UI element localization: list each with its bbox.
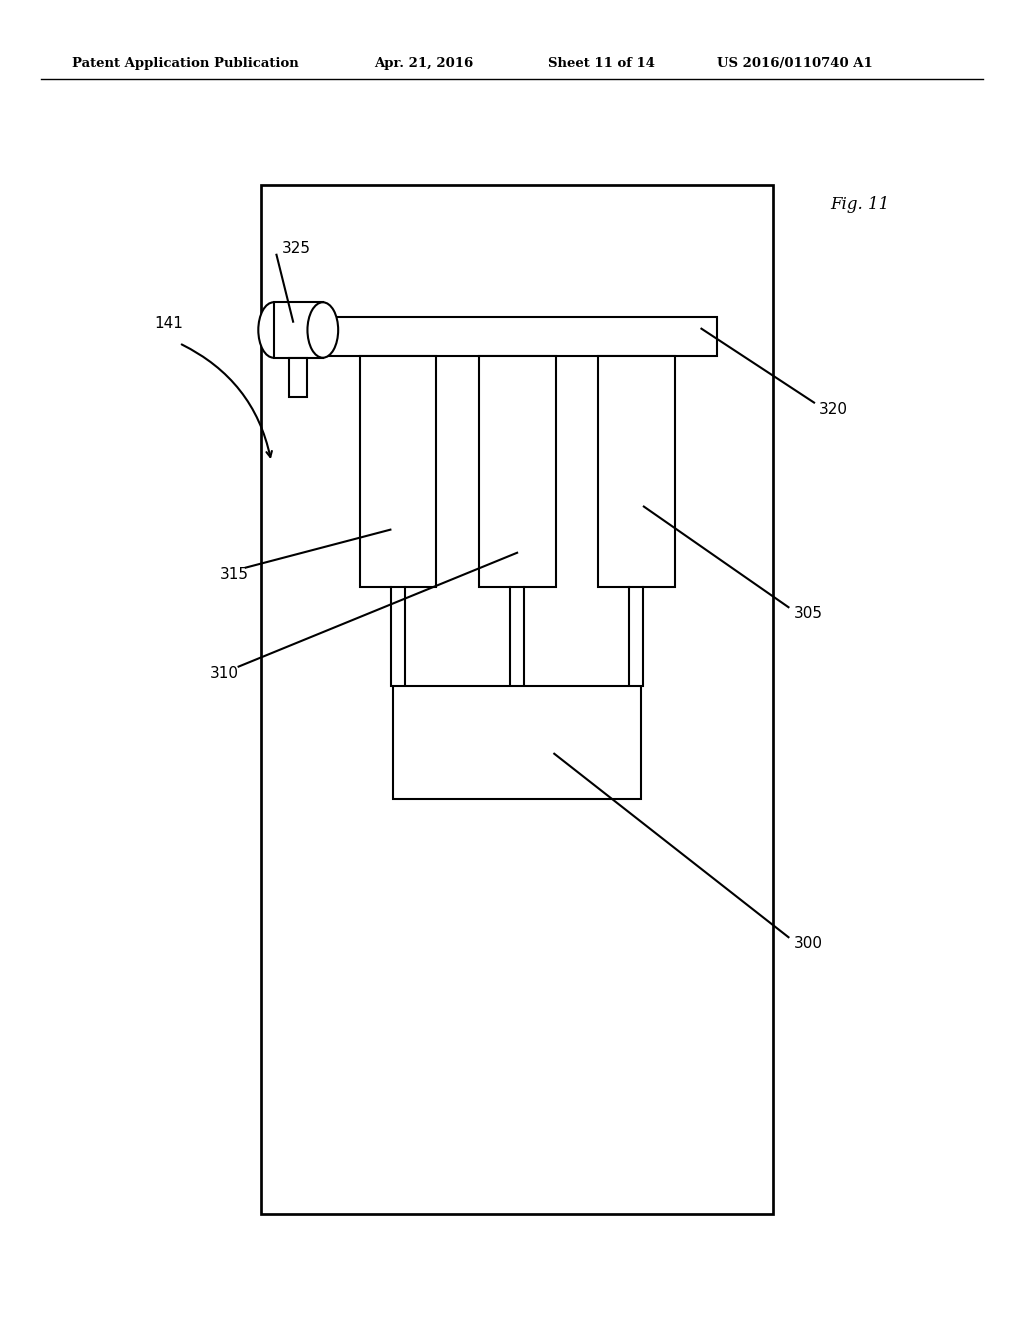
Bar	[289, 358, 307, 397]
Text: 141: 141	[155, 315, 183, 331]
Text: Apr. 21, 2016: Apr. 21, 2016	[374, 57, 473, 70]
Text: Sheet 11 of 14: Sheet 11 of 14	[548, 57, 654, 70]
Bar	[393, 686, 641, 799]
Bar	[261, 185, 773, 1214]
Bar	[359, 356, 436, 587]
Text: 320: 320	[819, 401, 848, 417]
Text: 310: 310	[210, 665, 239, 681]
Text: US 2016/0110740 A1: US 2016/0110740 A1	[717, 57, 872, 70]
Text: Fig. 11: Fig. 11	[830, 197, 890, 213]
Text: 315: 315	[220, 566, 249, 582]
Text: 305: 305	[794, 606, 822, 622]
Bar	[598, 356, 675, 587]
Ellipse shape	[258, 302, 289, 358]
Text: 300: 300	[794, 936, 822, 952]
Bar	[478, 356, 555, 587]
Text: 325: 325	[282, 240, 310, 256]
Text: Patent Application Publication: Patent Application Publication	[72, 57, 298, 70]
Bar	[273, 302, 323, 358]
Ellipse shape	[307, 302, 338, 358]
Bar	[317, 317, 717, 356]
